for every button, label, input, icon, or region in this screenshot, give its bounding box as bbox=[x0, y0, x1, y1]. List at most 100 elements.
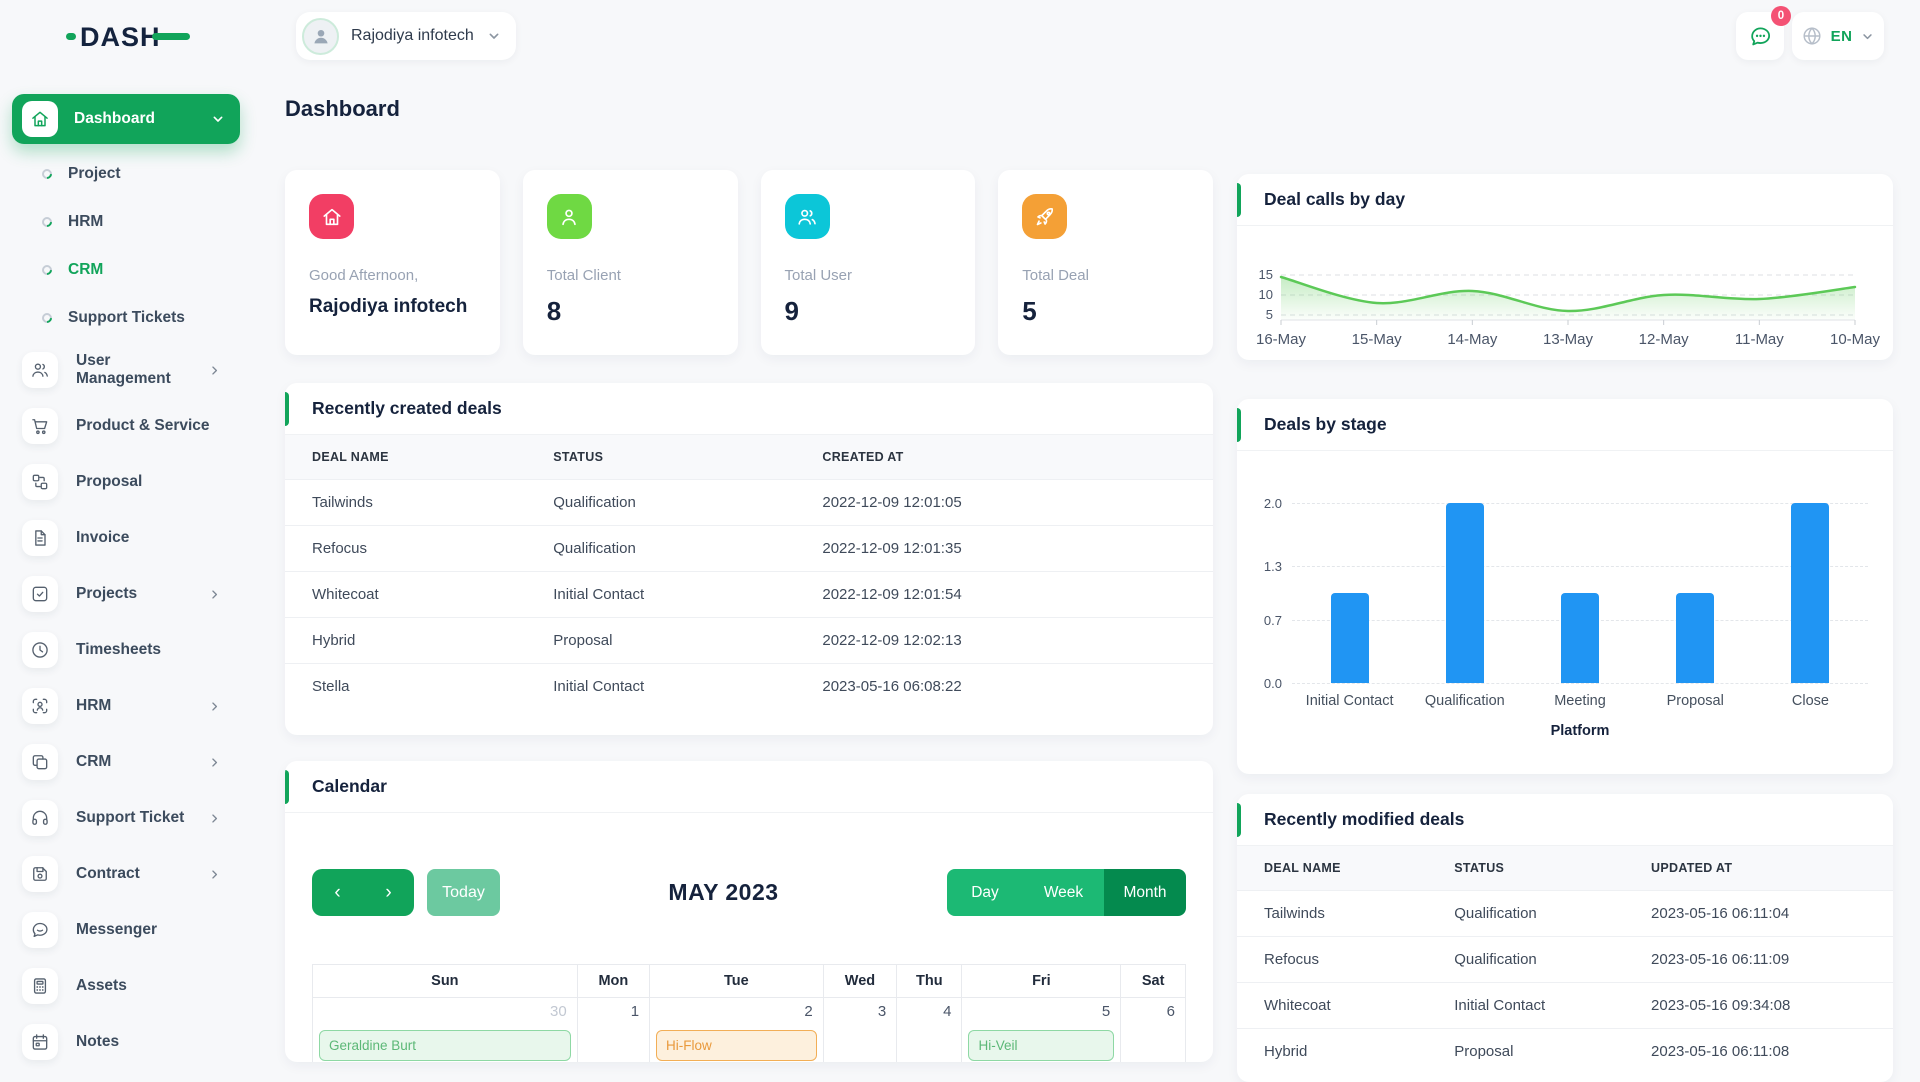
stat-card-icon-wrap bbox=[1022, 194, 1068, 239]
sidebar-item-projects[interactable]: Projects bbox=[22, 566, 240, 622]
chev-right-icon bbox=[212, 701, 218, 711]
svg-text:13-May: 13-May bbox=[1543, 331, 1594, 348]
svg-text:5: 5 bbox=[1266, 307, 1273, 322]
sidebar-item-proposal[interactable]: Proposal bbox=[22, 454, 240, 510]
calendar-grid: Sun Mon Tue Wed Thu Fri Sat 30 Geraldine Burt … bbox=[312, 964, 1186, 1062]
swap-icon bbox=[32, 474, 48, 490]
svg-text:14-May: 14-May bbox=[1447, 331, 1498, 348]
sidebar-item-label: Assets bbox=[76, 977, 127, 994]
sidebar-item-hrm[interactable]: HRM bbox=[22, 678, 240, 734]
sidebar-subitem-crm[interactable]: CRM bbox=[22, 246, 240, 294]
deals-by-stage-chart: 0.0 0.7 1.3 2.0 Initial Contact Qualifica… bbox=[1237, 451, 1893, 739]
x-axis-label: Meeting bbox=[1554, 693, 1606, 709]
floppy-icon bbox=[33, 867, 47, 881]
stat-cards-row: Good Afternoon, Rajodiya infotech Total … bbox=[285, 170, 1213, 355]
table-row: Whitecoat Initial Contact 2022-12-09 12:01… bbox=[285, 571, 1213, 618]
rocket-icon bbox=[1036, 207, 1053, 225]
calendar-view-month[interactable]: Month bbox=[1104, 869, 1186, 916]
table-cell: Stella bbox=[285, 663, 527, 709]
calendar-next-button[interactable]: › bbox=[363, 869, 414, 916]
table-cell: Qualification bbox=[526, 525, 796, 572]
calendar-toolbar: ‹ › Today MAY 2023 Day Week Month bbox=[312, 869, 1186, 916]
column-header: DEAL NAME bbox=[1237, 846, 1428, 891]
table-cell: 2023-05-16 06:08:22 bbox=[795, 663, 1213, 709]
calendar-view-day[interactable]: Day bbox=[947, 869, 1023, 916]
bullet-icon bbox=[39, 310, 55, 326]
messages-badge: 0 bbox=[1771, 6, 1791, 26]
users-icon bbox=[32, 363, 48, 377]
panel-header: Deal calls by day bbox=[1237, 174, 1893, 226]
column-header: UPDATED AT bbox=[1624, 846, 1893, 891]
bar-close bbox=[1791, 503, 1830, 683]
stat-card-icon-wrap bbox=[784, 194, 830, 239]
bar-meeting bbox=[1561, 593, 1599, 683]
stat-card-icon-wrap bbox=[309, 194, 354, 239]
table-cell: Proposal bbox=[526, 617, 796, 664]
calendar-day-cell[interactable]: 6 bbox=[1120, 997, 1186, 1062]
calendar-date: 5 bbox=[1101, 1003, 1111, 1020]
table-cell: Hybrid bbox=[285, 617, 527, 664]
calendar-today-button[interactable]: Today bbox=[427, 869, 500, 916]
calendar-view-week[interactable]: Week bbox=[1023, 869, 1104, 916]
stat-card-value: 8 bbox=[546, 296, 562, 326]
sidebar-item-invoice[interactable]: Invoice bbox=[22, 510, 240, 566]
calendar-event[interactable]: Hi-Veil bbox=[968, 1030, 1115, 1061]
table-cell: 2022-12-09 12:01:35 bbox=[795, 525, 1213, 572]
recently-modified-deals-panel: Recently modified deals DEAL NAME STATUS U… bbox=[1237, 794, 1893, 1082]
sidebar-item-label: Invoice bbox=[76, 529, 130, 546]
svg-text:10: 10 bbox=[1259, 287, 1273, 302]
calendar-day-header: Wed bbox=[822, 964, 898, 998]
calendar-event[interactable]: Hi-Flow bbox=[656, 1030, 817, 1061]
sidebar-subitem-project[interactable]: Project bbox=[22, 150, 240, 198]
messages-button[interactable]: 0 bbox=[1736, 6, 1791, 60]
table-cell: Qualification bbox=[1427, 936, 1625, 983]
cart-icon bbox=[32, 419, 48, 435]
chat-icon bbox=[32, 922, 48, 937]
sidebar-item-product-service[interactable]: Product & Service bbox=[22, 398, 240, 454]
sidebar-item-assets[interactable]: Assets bbox=[22, 958, 240, 1014]
chev-right-icon bbox=[212, 869, 218, 879]
table-cell: 2023-05-16 06:11:04 bbox=[1624, 890, 1893, 937]
invoice-icon bbox=[35, 530, 46, 546]
calendar-day-cell[interactable]: 30 Geraldine Burt bbox=[312, 997, 578, 1062]
sidebar-item-notes[interactable]: Notes bbox=[22, 1014, 240, 1070]
sidebar-item-messenger[interactable]: Messenger bbox=[22, 902, 240, 958]
column-header: STATUS bbox=[526, 435, 796, 480]
recently-created-deals-table: DEAL NAME STATUS CREATED AT Tailwinds Qualif… bbox=[285, 435, 1213, 709]
table-cell: Proposal bbox=[1427, 1028, 1625, 1074]
chev-right-icon bbox=[212, 589, 218, 599]
sidebar-item-crm[interactable]: CRM bbox=[22, 734, 240, 790]
svg-text:15-May: 15-May bbox=[1352, 331, 1403, 348]
sidebar-item-support-ticket[interactable]: Support Ticket bbox=[22, 790, 240, 846]
sidebar-item-label: User Management bbox=[76, 352, 171, 387]
sidebar-item-timesheets[interactable]: Timesheets bbox=[22, 622, 240, 678]
sidebar-item-contract[interactable]: Contract bbox=[22, 846, 240, 902]
table-cell: Initial Contact bbox=[526, 663, 796, 709]
calendar-prev-button[interactable]: ‹ bbox=[312, 869, 363, 916]
sidebar-item-user-management[interactable]: User Management bbox=[22, 342, 240, 398]
sidebar-item-dashboard[interactable]: Dashboard bbox=[12, 94, 240, 144]
y-axis-tick: 1.3 bbox=[1263, 559, 1282, 574]
calendar-day-cell[interactable]: 2 Hi-Flow bbox=[649, 997, 824, 1062]
calendar-day-cell[interactable]: 5 Hi-Veil bbox=[961, 997, 1122, 1062]
calendar-date: 30 bbox=[550, 1003, 567, 1020]
calendar-day-cell[interactable]: 3 bbox=[822, 997, 898, 1062]
table-cell: Initial Contact bbox=[526, 571, 796, 618]
sidebar-subitem-hrm[interactable]: HRM bbox=[22, 198, 240, 246]
calendar-nav: ‹ › bbox=[312, 869, 414, 916]
calendar-month-title: MAY 2023 bbox=[668, 879, 779, 905]
calendar-day-cell[interactable]: 1 bbox=[576, 997, 651, 1062]
bar-chart-x-labels: Initial Contact Qualification Meeting Propo… bbox=[1292, 693, 1868, 709]
svg-text:10-May: 10-May bbox=[1830, 331, 1881, 348]
home-icon bbox=[322, 208, 341, 225]
chevron-down-icon bbox=[486, 28, 502, 44]
sidebar-subitem-support-tickets[interactable]: Support Tickets bbox=[22, 294, 240, 342]
panel-header: Deals by stage bbox=[1237, 399, 1893, 451]
globe-icon bbox=[1803, 27, 1821, 45]
calendar-event[interactable]: Geraldine Burt bbox=[319, 1030, 571, 1061]
stat-card-label: Total User bbox=[784, 267, 853, 284]
language-selector[interactable]: EN bbox=[1792, 12, 1884, 60]
check-square-icon bbox=[32, 586, 48, 602]
calendar-day-cell[interactable]: 4 bbox=[896, 997, 963, 1062]
company-selector[interactable]: Rajodiya infotech bbox=[296, 12, 516, 60]
